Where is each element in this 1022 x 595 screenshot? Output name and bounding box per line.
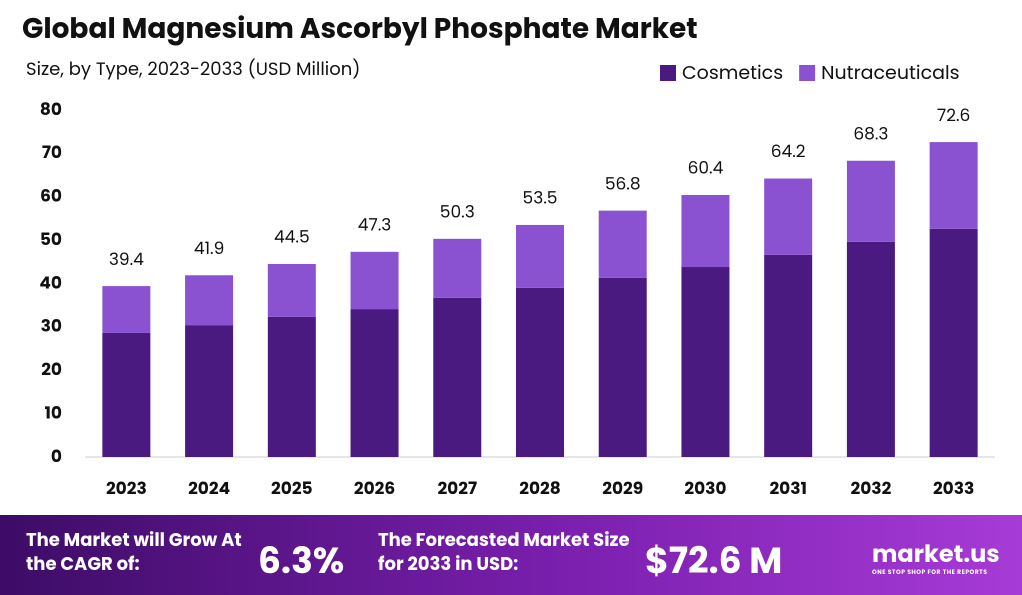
bar-segment (846, 241, 895, 457)
y-tick-label: 20 (41, 357, 62, 381)
bar-segment (681, 195, 730, 268)
x-tick-label: 2027 (437, 476, 477, 500)
bar-segment (516, 224, 564, 288)
total-label: 41.9 (194, 236, 224, 260)
footer-banner: The Market will Grow At the CAGR of: 6.3… (0, 515, 1022, 595)
legend-label: Cosmetics (682, 59, 783, 86)
bar-segment (267, 316, 316, 457)
x-tick-label: 2025 (271, 476, 313, 500)
brand-tagline: ONE STOP SHOP FOR THE REPORTS (872, 569, 988, 577)
y-tick-label: 60 (40, 184, 62, 208)
y-tick-label: 80 (40, 97, 62, 121)
forecast-value: $72.6 M (645, 535, 783, 586)
legend-swatch (660, 65, 676, 81)
total-label: 50.3 (440, 199, 475, 223)
total-label: 60.4 (688, 156, 724, 180)
total-label: 72.6 (937, 103, 970, 127)
cagr-value: 6.3% (258, 535, 345, 586)
forecast-text: The Forecasted Market Size for 2033 in U… (378, 528, 630, 577)
legend-label: Nutraceuticals (821, 59, 959, 86)
x-tick-label: 2030 (684, 476, 726, 500)
y-tick-label: 70 (42, 140, 62, 164)
bar-segment (267, 263, 316, 317)
total-label: 68.3 (853, 121, 888, 145)
x-tick-label: 2031 (769, 476, 806, 500)
chart-subtitle: Size, by Type, 2023-2033 (USD Million) (26, 57, 360, 82)
bar-segment (102, 332, 151, 457)
bar-segment (598, 210, 647, 278)
bar-segment (350, 309, 399, 457)
brand: market.us (872, 538, 1000, 571)
total-label: 44.5 (274, 225, 310, 249)
cagr-text: The Market will Grow At the CAGR of: (26, 528, 242, 577)
y-tick-label: 10 (45, 400, 62, 424)
bar-segment (764, 178, 813, 255)
bar-segment (185, 275, 234, 326)
bar-segment (681, 267, 730, 457)
y-tick-label: 30 (41, 314, 62, 338)
bar-segment (433, 297, 482, 457)
bar-segment (350, 251, 399, 310)
x-tick-label: 2033 (933, 476, 974, 500)
x-tick-label: 2028 (519, 476, 561, 500)
bar-segment (929, 228, 978, 457)
bar-segment (102, 286, 151, 333)
legend-swatch (799, 65, 816, 81)
y-tick-label: 40 (39, 270, 62, 294)
total-label: 64.2 (771, 139, 806, 163)
bar-segment (929, 142, 978, 229)
x-tick-label: 2029 (602, 476, 643, 500)
chart-title: Global Magnesium Ascorbyl Phosphate Mark… (22, 9, 698, 48)
total-label: 53.5 (523, 186, 558, 210)
bar-segment (846, 160, 895, 242)
y-tick-label: 50 (40, 227, 62, 251)
x-tick-label: 2026 (354, 476, 395, 500)
x-tick-label: 2023 (106, 476, 147, 500)
bar-segment (185, 325, 234, 457)
bar-segment (516, 287, 564, 457)
x-tick-label: 2032 (851, 476, 892, 500)
x-tick-label: 2024 (188, 476, 230, 500)
chart: Global Magnesium Ascorbyl Phosphate Mark… (22, 9, 995, 500)
total-label: 56.8 (605, 171, 641, 195)
bar-segment (764, 254, 813, 457)
total-label: 47.3 (358, 212, 392, 236)
bar-segment (433, 238, 482, 298)
bar-segment (598, 277, 647, 457)
total-label: 39.4 (109, 247, 144, 271)
y-tick-label: 0 (51, 444, 62, 468)
